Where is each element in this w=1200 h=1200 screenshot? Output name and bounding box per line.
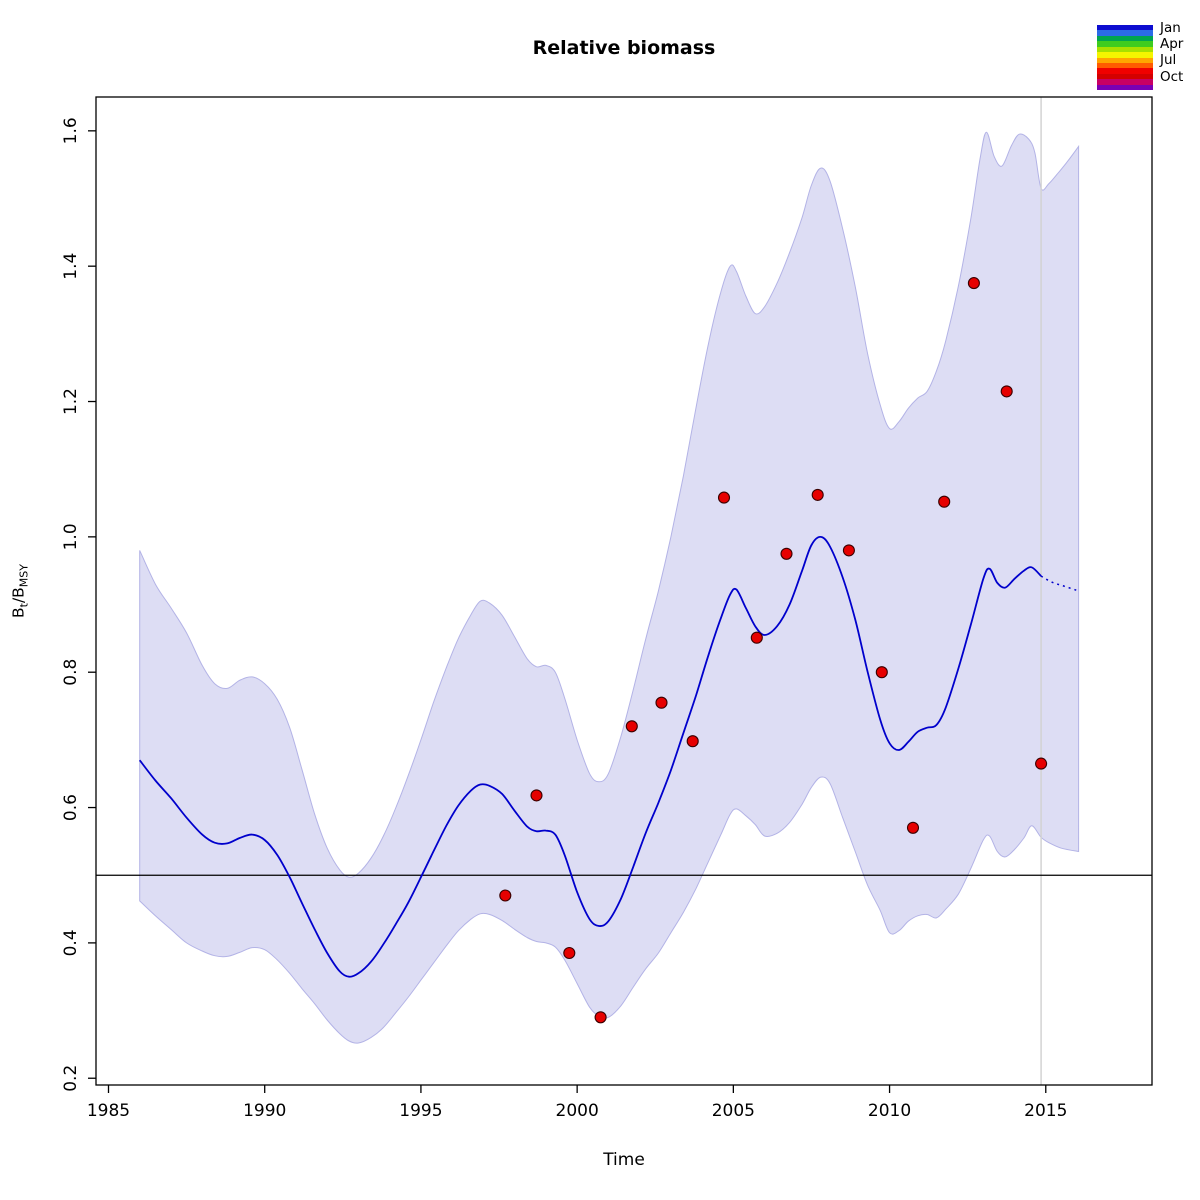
observation-point [686, 735, 699, 748]
observation-point [1000, 385, 1013, 398]
x-axis-tick-label: 2015 [1024, 1101, 1067, 1121]
legend-month-label-apr: Apr [1160, 36, 1184, 52]
x-axis-tick-label: 1995 [399, 1101, 442, 1121]
observation-point [717, 491, 731, 504]
y-axis-tick-label: 0.2 [61, 1065, 81, 1092]
legend-month-label-jul: Jul [1160, 52, 1177, 68]
y-axis-label-b2: /B [9, 587, 28, 604]
season-colorbar-stripe [1097, 57, 1153, 63]
biomass-estimate-line [138, 535, 1042, 978]
x-axis-tick-label: 1985 [87, 1101, 130, 1121]
y-axis-label-sub1: t [17, 603, 31, 608]
observation-point [530, 789, 543, 802]
season-colorbar-stripe [1097, 84, 1153, 91]
season-colorbar-stripe [1097, 79, 1153, 85]
observation-point [780, 547, 793, 560]
y-axis-label-sub2: MSY [17, 563, 31, 588]
x-axis-tick-label: 1990 [243, 1101, 286, 1121]
confidence-band [139, 131, 1080, 1044]
legend-month-label-oct: Oct [1160, 69, 1184, 85]
x-axis-tick-label: 2000 [556, 1101, 599, 1121]
y-axis-tick-label: 1.0 [61, 523, 81, 550]
y-axis-tick-label: 0.8 [61, 659, 81, 686]
y-axis-tick-label: 1.6 [61, 117, 81, 144]
observation-point [499, 889, 512, 902]
observation-point [594, 1011, 607, 1024]
season-colorbar-stripe [1097, 62, 1153, 69]
observation-point [563, 946, 576, 960]
observation-point [655, 696, 668, 709]
season-colorbar-stripe [1097, 52, 1153, 58]
biomass-forecast-line [1040, 575, 1079, 592]
season-colorbar-stripe [1097, 30, 1153, 36]
x-axis-tick-label: 2010 [868, 1101, 911, 1121]
season-colorbar-stripe [1097, 46, 1153, 53]
x-axis-label: Time [603, 1150, 645, 1170]
plot-frame [95, 96, 1153, 1086]
season-colorbar-stripe [1097, 68, 1153, 74]
y-axis-tick-label: 0.4 [61, 929, 81, 956]
observation-point [842, 544, 855, 557]
season-colorbar-stripe [1097, 73, 1153, 80]
observation-point [811, 488, 824, 501]
season-colorbar-stripe [1097, 25, 1153, 31]
season-colorbar-stripe [1097, 41, 1153, 47]
observation-point [967, 277, 980, 290]
observation-point [625, 720, 638, 733]
chart-title: Relative biomass [532, 37, 716, 59]
y-axis-tick-label: 0.6 [61, 794, 81, 821]
observation-point [938, 495, 951, 508]
season-colorbar-stripe [1097, 35, 1153, 42]
x-axis-tick-label: 2005 [712, 1101, 755, 1121]
y-axis-tick-label: 1.2 [61, 388, 81, 415]
legend-month-label-jan: Jan [1160, 20, 1181, 36]
y-axis-label-b1: B [9, 607, 28, 619]
observation-point [906, 821, 920, 834]
observation-point [1035, 757, 1048, 770]
observation-point [875, 666, 888, 679]
y-axis-tick-label: 1.4 [61, 253, 81, 280]
y-axis-label: Bt/BMSY [9, 564, 30, 618]
season-colorbar [1097, 25, 1153, 91]
observation-point [750, 631, 763, 644]
